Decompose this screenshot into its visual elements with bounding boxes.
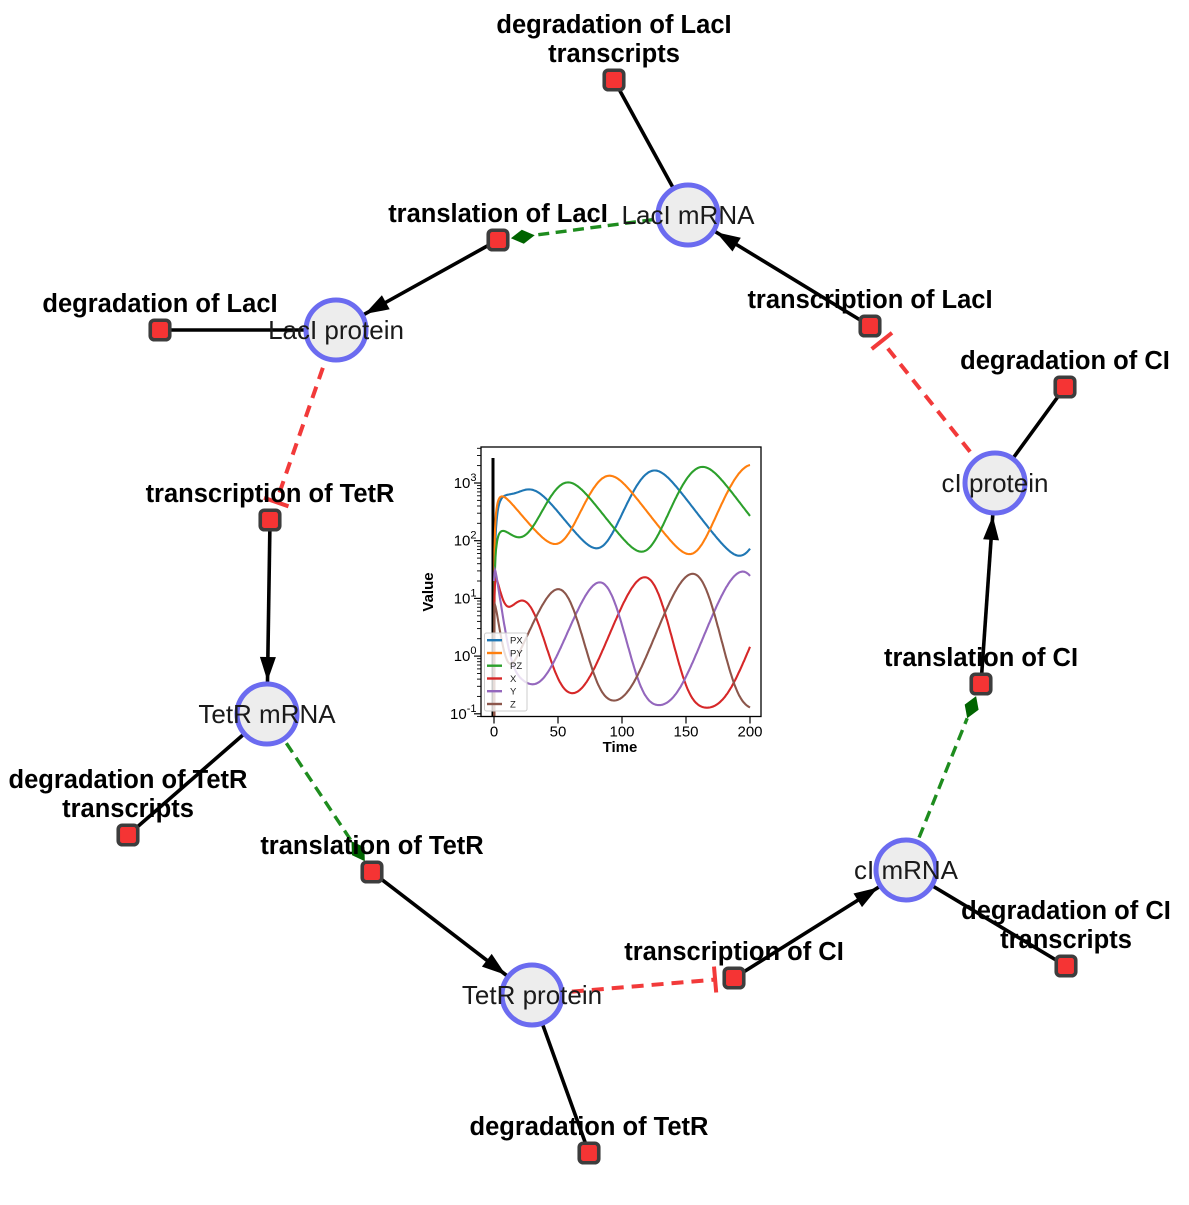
svg-text:TetR mRNA: TetR mRNA xyxy=(198,699,336,729)
svg-text:Time: Time xyxy=(603,739,638,756)
svg-text:degradation of LacI: degradation of LacI xyxy=(496,11,731,39)
svg-text:degradation of CI: degradation of CI xyxy=(961,897,1171,925)
svg-text:PY: PY xyxy=(510,649,523,660)
svg-text:200: 200 xyxy=(737,724,762,741)
svg-text:transcription of CI: transcription of CI xyxy=(624,938,844,966)
svg-text:transcripts: transcripts xyxy=(1000,926,1132,954)
svg-text:LacI mRNA: LacI mRNA xyxy=(622,200,756,230)
svg-text:translation of LacI: translation of LacI xyxy=(388,200,608,228)
svg-text:cI mRNA: cI mRNA xyxy=(854,855,959,885)
svg-text:translation of TetR: translation of TetR xyxy=(260,832,483,860)
svg-text:150: 150 xyxy=(673,724,698,741)
svg-text:Y: Y xyxy=(510,687,517,698)
svg-text:100: 100 xyxy=(609,724,634,741)
svg-text:Z: Z xyxy=(510,700,516,711)
svg-text:degradation of CI: degradation of CI xyxy=(960,347,1170,375)
svg-text:Value: Value xyxy=(420,572,437,611)
svg-text:LacI protein: LacI protein xyxy=(268,315,404,345)
svg-text:degradation of TetR: degradation of TetR xyxy=(470,1113,709,1141)
svg-text:transcripts: transcripts xyxy=(62,795,194,823)
svg-text:PZ: PZ xyxy=(510,661,522,672)
svg-text:TetR protein: TetR protein xyxy=(462,980,602,1010)
svg-text:cI protein: cI protein xyxy=(942,468,1049,498)
svg-text:degradation of TetR: degradation of TetR xyxy=(9,766,248,794)
svg-text:X: X xyxy=(510,674,517,685)
svg-text:transcripts: transcripts xyxy=(548,40,680,68)
svg-text:transcription of LacI: transcription of LacI xyxy=(747,286,992,314)
svg-text:PX: PX xyxy=(510,636,523,647)
svg-text:transcription of TetR: transcription of TetR xyxy=(146,480,395,508)
svg-text:degradation of LacI: degradation of LacI xyxy=(42,290,277,318)
svg-text:translation of CI: translation of CI xyxy=(884,644,1078,672)
svg-text:0: 0 xyxy=(490,724,498,741)
svg-text:50: 50 xyxy=(550,724,567,741)
